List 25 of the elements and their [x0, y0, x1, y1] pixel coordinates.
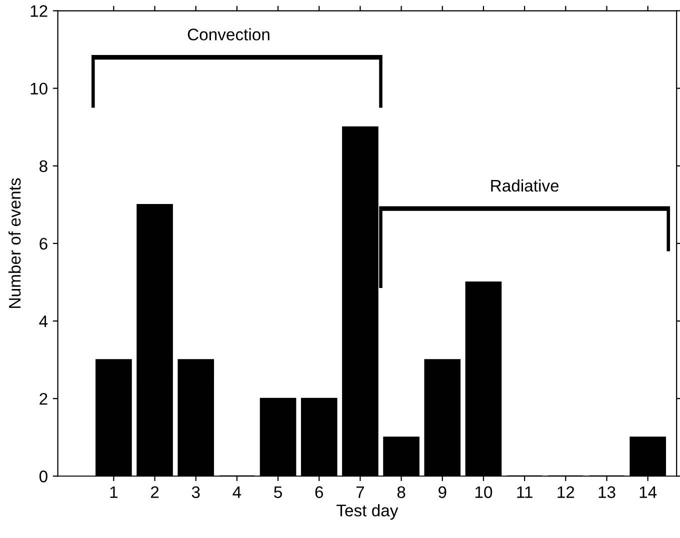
y-tick-label: 10 — [30, 82, 48, 95]
x-tick-label: 14 — [640, 486, 657, 498]
x-tick-label: 11 — [517, 486, 532, 498]
x-tick-label: 12 — [558, 486, 574, 498]
x-tick-label: 7 — [356, 486, 364, 498]
x-tick-label: 8 — [397, 486, 406, 498]
annotation: Radiative — [491, 179, 559, 192]
x-tick-label: 5 — [274, 486, 282, 498]
x-tick-label: 13 — [598, 486, 616, 498]
x-axis-title: Test day — [336, 504, 398, 520]
x-tick-label: 9 — [438, 486, 446, 498]
y-tick-label: 8 — [40, 160, 48, 172]
x-tick-label: 4 — [232, 486, 242, 498]
y-tick-label: 0 — [39, 470, 48, 482]
y-axis-title: Number of events — [8, 178, 21, 308]
x-tick-label: 10 — [475, 486, 492, 498]
y-tick-label: 12 — [30, 5, 48, 17]
y-tick-label: 2 — [40, 392, 48, 405]
x-tick-label: 3 — [192, 486, 200, 498]
x-tick-label: 1 — [110, 486, 118, 498]
x-tick-label: 6 — [315, 486, 324, 498]
x-tick-label: 2 — [150, 486, 159, 498]
y-tick-label: 6 — [40, 238, 48, 250]
y-tick-label: 4 — [39, 316, 48, 328]
annotation: Convection — [188, 28, 270, 40]
